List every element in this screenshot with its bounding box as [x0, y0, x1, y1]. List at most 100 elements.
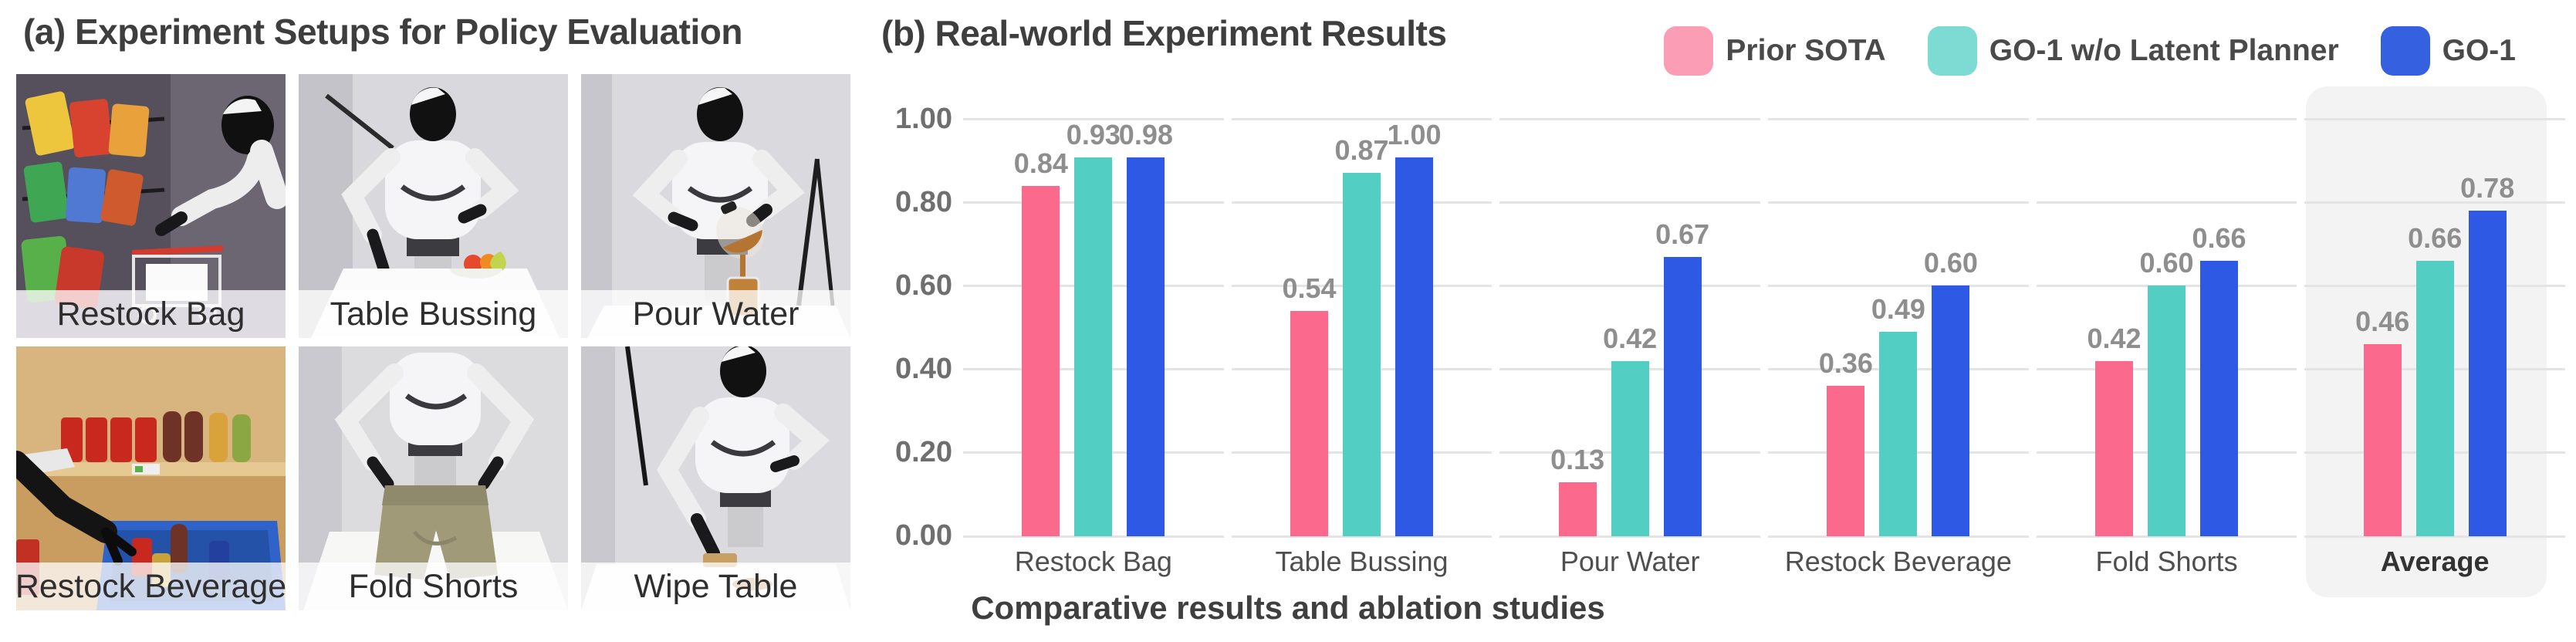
gridline [963, 117, 1224, 120]
bar [1611, 360, 1649, 536]
legend-label: Prior SOTA [1726, 34, 1886, 67]
chart-panel: 0.42 0.60 0.66 Fold Shorts [2036, 117, 2297, 577]
bar [1395, 157, 1433, 536]
bar-value-label: 0.60 [2139, 247, 2194, 279]
gridline [2304, 201, 2566, 204]
gridline [1768, 201, 2029, 204]
legend-item: GO-1 w/o Latent Planner [1927, 26, 2339, 76]
legend-swatch [2380, 26, 2430, 76]
photo-grid: Restock Bag [16, 74, 850, 610]
bar-wrap: 0.36 [1819, 119, 1873, 536]
gridline [1499, 284, 1761, 287]
legend-swatch [1927, 26, 1977, 76]
gridline [1499, 535, 1761, 538]
panel-b-title: (b) Real-world Experiment Results [881, 13, 1447, 53]
bar-value-label: 0.54 [1282, 272, 1337, 304]
bar-value-label: 0.42 [1603, 322, 1658, 354]
bar-wrap: 0.46 [2355, 119, 2409, 536]
bar-value-label: 0.84 [1013, 147, 1068, 179]
gridline [1231, 535, 1493, 538]
gridline [963, 535, 1224, 538]
chart-section: (b) Real-world Experiment Results Prior … [872, 0, 2576, 642]
gridline [2036, 535, 2297, 538]
bar-group: 0.46 0.66 0.78 [2304, 119, 2565, 536]
bar-wrap: 0.66 [2192, 119, 2246, 536]
bar-wrap: 0.78 [2460, 119, 2514, 536]
photo-wipe-table: Wipe Table [581, 346, 850, 610]
category-label: Restock Beverage [1784, 546, 2012, 577]
bar-wrap: 1.00 [1387, 119, 1442, 536]
chart-legend: Prior SOTA GO-1 w/o Latent Planner GO-1 [1664, 26, 2516, 76]
chart-panel: 0.54 0.87 1.00 Table Bussing [1231, 117, 1493, 577]
y-axis: 1.00 0.80 0.60 0.40 0.20 0.00 [895, 102, 952, 552]
photo-table-bussing: Table Bussing [299, 74, 568, 338]
chart-panel: 0.84 0.93 0.98 Restock Bag [963, 117, 1224, 577]
photo-label: Wipe Table [581, 563, 850, 610]
bar-wrap: 0.60 [2139, 119, 2194, 536]
bar-group: 0.84 0.93 0.98 [963, 119, 1224, 536]
restock-bag-illustration [16, 74, 286, 338]
gridline [1768, 535, 2029, 538]
gridline [1231, 117, 1493, 120]
bar-value-label: 0.46 [2355, 306, 2410, 338]
legend-label: GO-1 w/o Latent Planner [1989, 34, 2339, 67]
photo-restock-beverage: Restock Beverage [16, 346, 286, 610]
photo-pour-water: Pour Water [581, 74, 850, 338]
bar-value-label: 0.66 [2192, 221, 2246, 254]
bar-group: 0.42 0.60 0.66 [2037, 119, 2297, 536]
bar-value-label: 0.93 [1066, 119, 1121, 150]
bar-wrap: 0.84 [1014, 119, 1068, 536]
gridline [1768, 284, 2029, 287]
category-label: Table Bussing [1275, 546, 1449, 577]
bar-wrap: 0.87 [1334, 119, 1389, 536]
bar-value-label: 0.60 [1923, 247, 1978, 279]
bar [2148, 286, 2186, 536]
photo-fold-shorts: Fold Shorts [299, 346, 568, 610]
photo-label: Table Bussing [299, 290, 568, 338]
bar-wrap: 0.93 [1067, 119, 1121, 536]
legend-item: GO-1 [2380, 26, 2516, 76]
bar-wrap: 0.49 [1871, 119, 1925, 536]
figure-caption: Comparative results and ablation studies [971, 590, 1605, 626]
gridline [1499, 201, 1761, 204]
bar [1827, 386, 1865, 536]
plot-area: 0.84 0.93 0.98 Restock Bag 0.54 0.87 1.00 Table… [963, 117, 2566, 577]
bar-group: 0.13 0.42 0.67 [1499, 119, 1760, 536]
gridline [2036, 201, 2297, 204]
bar-wrap: 0.98 [1119, 119, 1173, 536]
bar [2200, 260, 2239, 536]
bar-value-label: 0.67 [1655, 218, 1710, 250]
gridline [2036, 117, 2297, 120]
bar-value-label: 0.49 [1871, 292, 1925, 325]
bar-value-label: 0.98 [1118, 119, 1173, 150]
bar-value-label: 0.87 [1334, 134, 1389, 167]
gridline [2304, 535, 2566, 538]
bar-value-label: 1.00 [1387, 119, 1442, 150]
bar [1290, 310, 1328, 536]
legend-item: Prior SOTA [1664, 26, 1886, 76]
gridline [1768, 117, 2029, 120]
bar [1879, 331, 1918, 536]
bar [1558, 482, 1597, 536]
photo-restock-bag: Restock Bag [16, 74, 286, 338]
gridline [2304, 117, 2566, 120]
category-label: Pour Water [1560, 546, 1700, 577]
bar-wrap: 0.42 [2087, 119, 2142, 536]
category-label: Average [2380, 546, 2490, 577]
bar-wrap: 0.60 [1924, 119, 1978, 536]
category-label: Fold Shorts [2095, 546, 2238, 577]
bar [1663, 256, 1702, 536]
bar-value-label: 0.66 [2408, 221, 2463, 254]
bar-wrap: 0.67 [1655, 119, 1709, 536]
legend-label: GO-1 [2442, 34, 2516, 67]
chart-panel: 0.46 0.66 0.78 Average [2304, 117, 2566, 577]
bar [2363, 344, 2402, 536]
chart-panel: 0.36 0.49 0.60 Restock Beverage [1768, 117, 2029, 577]
chart-panel: 0.13 0.42 0.67 Pour Water [1499, 117, 1761, 577]
bar-value-label: 0.36 [1818, 347, 1873, 380]
bar [2095, 360, 2134, 536]
bar-value-label: 0.13 [1550, 443, 1605, 475]
bar [1932, 286, 1970, 536]
bar-value-label: 0.78 [2460, 172, 2515, 204]
